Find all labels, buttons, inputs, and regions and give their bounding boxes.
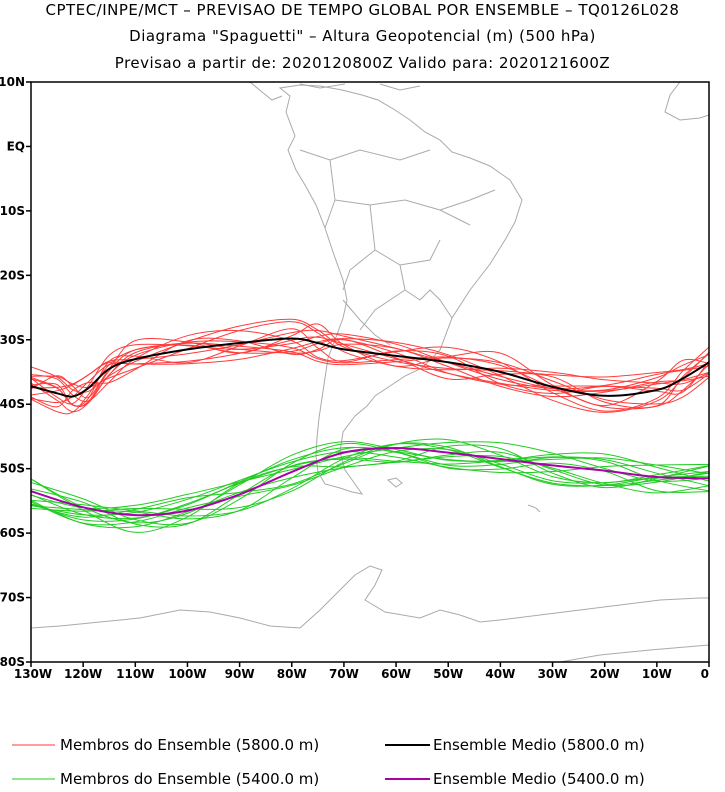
lat-tick-label: 10N	[0, 75, 25, 89]
lon-tick-label: 70W	[329, 667, 359, 681]
lat-tick-label: 40S	[0, 397, 25, 411]
lon-tick-label: 10W	[642, 667, 672, 681]
contour-layer	[31, 318, 709, 533]
lon-tick-label: 50W	[433, 667, 463, 681]
ensemble-member-line	[31, 441, 709, 524]
ensemble-member-line	[31, 328, 709, 407]
south-georgia-outline	[527, 504, 541, 513]
ensemble-member-line	[31, 321, 709, 389]
antarctica-outline	[31, 597, 709, 662]
lon-tick-label: 100W	[168, 667, 206, 681]
ensemble-member-line	[31, 340, 709, 413]
lon-tick-label: 30W	[538, 667, 568, 681]
lon-tick-label: 20W	[590, 667, 620, 681]
legend: Membros do Ensemble (5800.0 m) Ensemble …	[12, 736, 645, 788]
lon-tick-label: 130W	[14, 667, 52, 681]
coastline-layer	[31, 82, 709, 662]
ensemble-member-line	[31, 337, 709, 409]
lon-tick-label: 110W	[116, 667, 154, 681]
lon-tick-label: 40W	[485, 667, 515, 681]
ensemble-mean-line	[31, 446, 709, 517]
plot-frame	[30, 81, 710, 663]
ensemble-member-line	[31, 329, 709, 392]
ensemble-member-line	[31, 333, 709, 405]
title-line-2: Diagrama "Spaguetti" – Altura Geopotenci…	[129, 27, 596, 45]
ensemble-mean-line	[31, 337, 709, 398]
legend-label-red-members: Membros do Ensemble (5800.0 m)	[60, 736, 319, 754]
lat-tick-label: EQ	[7, 139, 25, 153]
legend-label-green-members: Membros do Ensemble (5400.0 m)	[60, 770, 319, 788]
title-line-3: Previsao a partir de: 2020120800Z Valido…	[114, 54, 611, 72]
ensemble-member-line	[31, 450, 709, 528]
country-borders	[299, 149, 496, 346]
antarctic-peninsula-outline	[299, 565, 501, 629]
south-america-outline	[278, 84, 523, 495]
lat-tick-label: 70S	[0, 591, 25, 605]
ensemble-member-line	[31, 336, 709, 404]
lon-tick-label: 80W	[277, 667, 307, 681]
lat-tick-label: 80S	[0, 655, 25, 669]
ensemble-member-line	[31, 441, 709, 509]
ensemble-member-line	[31, 338, 709, 413]
ensemble-member-line	[31, 442, 709, 512]
falklands-outline	[386, 477, 403, 488]
lon-tick-label: 90W	[225, 667, 255, 681]
lat-tick-label: 20S	[0, 268, 25, 282]
lat-tick-label: 10S	[0, 204, 25, 218]
ensemble-member-line	[31, 447, 709, 526]
lon-tick-label: 0	[701, 667, 709, 681]
lat-tick-label: 30S	[0, 333, 25, 347]
central-america-outline	[249, 82, 421, 101]
lon-tick-label: 60W	[381, 667, 411, 681]
africa-outline	[664, 82, 709, 121]
lat-tick-label: 60S	[0, 526, 25, 540]
legend-label-black-mean: Ensemble Medio (5800.0 m)	[433, 736, 645, 754]
lat-tick-label: 50S	[0, 462, 25, 476]
title-line-1: CPTEC/INPE/MCT – PREVISAO DE TEMPO GLOBA…	[45, 1, 680, 19]
ensemble-member-line	[31, 342, 709, 415]
legend-label-purple-mean: Ensemble Medio (5400.0 m)	[433, 770, 645, 788]
ensemble-member-line	[31, 456, 709, 522]
lon-tick-label: 120W	[64, 667, 102, 681]
ensemble-member-line	[31, 323, 709, 407]
